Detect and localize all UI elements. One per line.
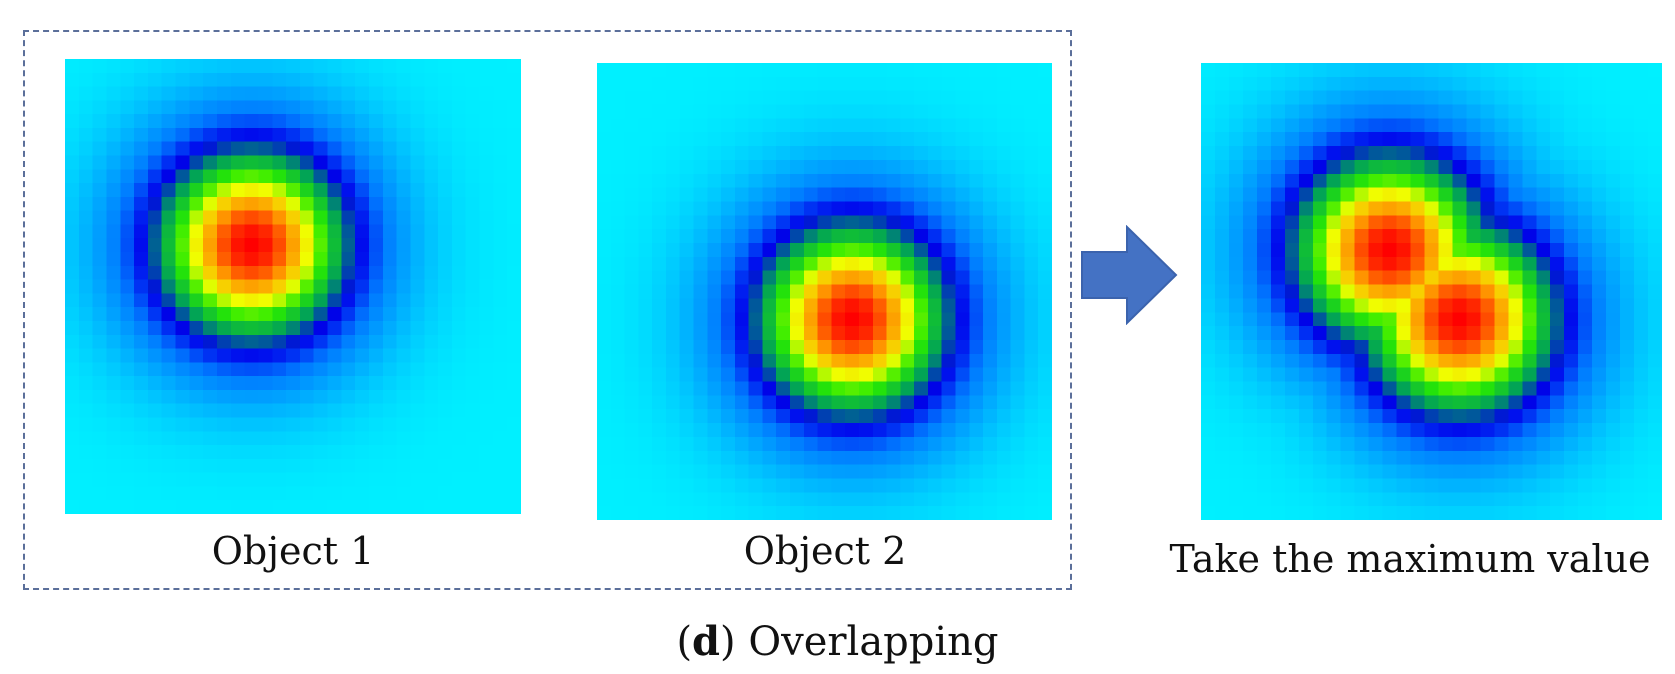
caption-text: Overlapping [748,619,999,665]
maximum-heatmap [1201,63,1662,520]
right-arrow-shape [1081,225,1178,325]
right-arrow-icon [1081,225,1178,325]
object-2-heatmap [597,63,1052,520]
object-1-label: Object 1 [211,529,375,573]
object-2-label: Object 2 [743,529,907,573]
object-group-dashed-box [23,30,1072,590]
maximum-label: Take the maximum value [1169,537,1651,581]
figure-caption: (d) Overlapping [676,618,999,665]
object-1-heatmap [65,59,521,514]
caption-letter: d [692,618,721,665]
